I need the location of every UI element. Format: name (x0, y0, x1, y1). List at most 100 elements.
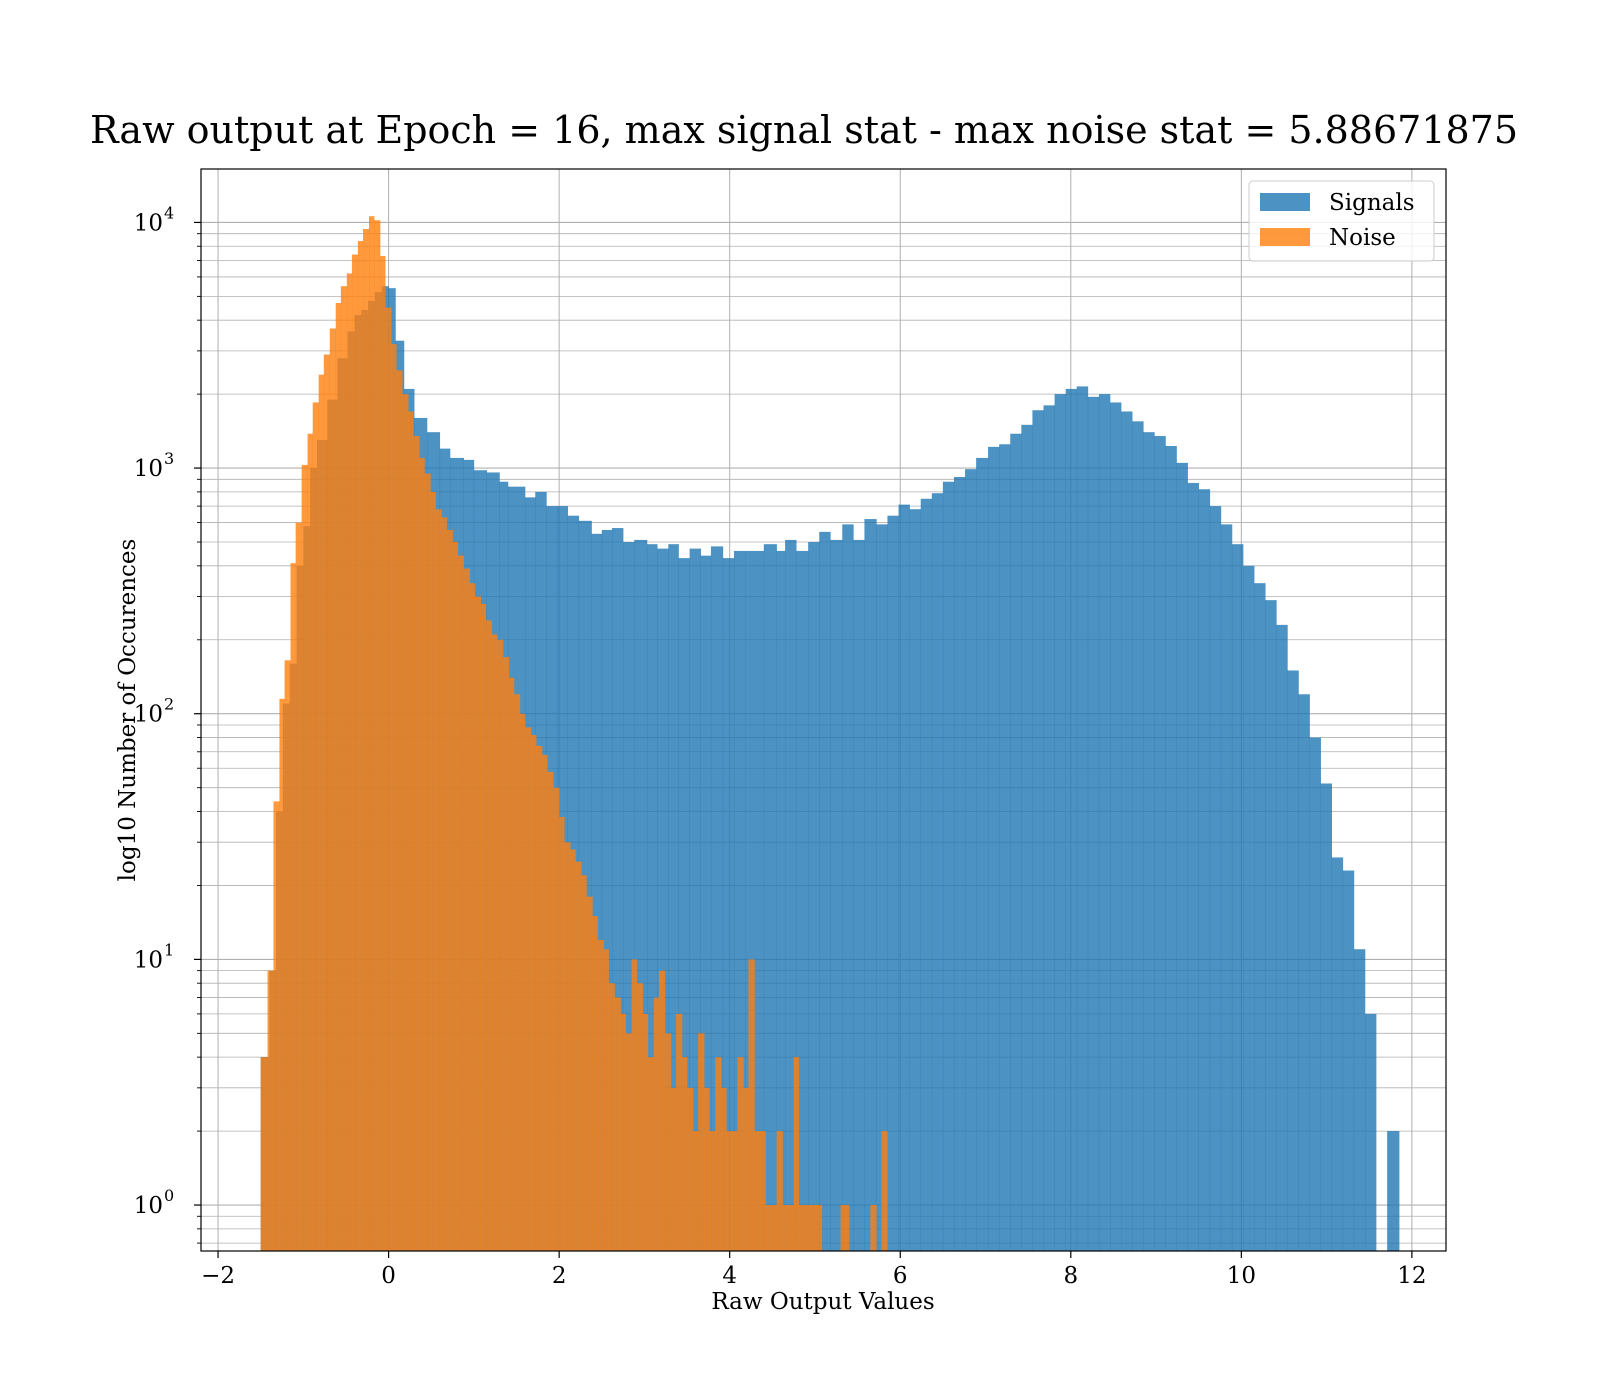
bar-noise (273, 801, 280, 1251)
bar-signals (1254, 583, 1266, 1251)
bar-noise (351, 254, 359, 1252)
bar-signals (1110, 402, 1122, 1252)
bar-noise (570, 849, 576, 1251)
bar-signals (1231, 544, 1244, 1251)
bar-noise (396, 370, 403, 1251)
bar-signals (842, 524, 854, 1251)
bar-noise (810, 1205, 817, 1251)
axes-frame (200, 168, 1447, 1252)
bar-noise (760, 1131, 766, 1251)
bar-noise (284, 660, 291, 1251)
bar-noise (765, 1205, 772, 1251)
bar-noise (592, 916, 598, 1251)
x-tick-label: 8 (1063, 1263, 1078, 1289)
bar-signals (689, 548, 702, 1251)
bar-noise (435, 509, 442, 1251)
bar-noise (559, 816, 565, 1251)
bar-signals (1021, 424, 1033, 1252)
bar-signals (1320, 783, 1333, 1251)
bar-noise (374, 220, 381, 1251)
bar-signals (999, 444, 1011, 1251)
x-tick-label: 0 (381, 1263, 396, 1289)
bar-signals (942, 481, 955, 1251)
bar-signals (1065, 388, 1078, 1251)
y-tick-label: 10 (134, 1193, 163, 1219)
bar-signals (668, 544, 679, 1251)
x-axis-ticks: −2 0 2 4 6 8 10 12 (201, 1251, 1427, 1289)
bar-signals (965, 469, 977, 1251)
bar-noise (804, 1205, 812, 1251)
bar-noise (323, 354, 331, 1251)
bar-noise (647, 1057, 655, 1251)
series-noise (260, 216, 888, 1252)
bar-signals (1132, 421, 1144, 1251)
bar-noise (620, 1013, 626, 1251)
bar-noise (782, 1205, 788, 1251)
bar-noise (513, 694, 521, 1251)
bar-noise (295, 522, 302, 1251)
bar-noise (446, 529, 453, 1251)
bar-noise (340, 286, 348, 1252)
bar-noise (771, 1205, 777, 1251)
bar-signals (1243, 565, 1255, 1251)
y-tick-exponent: 0 (164, 1186, 174, 1205)
bar-noise (698, 1033, 705, 1251)
bar-noise (380, 256, 386, 1251)
bar-signals (1298, 694, 1310, 1251)
x-tick-label: −2 (201, 1263, 235, 1289)
bar-noise (693, 1131, 699, 1251)
bar-noise (457, 555, 464, 1251)
bar-noise (536, 745, 543, 1251)
bar-noise (496, 639, 504, 1251)
legend-label-signals: Signals (1329, 190, 1415, 216)
x-tick-label: 4 (722, 1263, 737, 1289)
bar-signals (722, 558, 735, 1251)
y-tick-label: 10 (134, 456, 163, 482)
bar-signals (976, 457, 989, 1252)
bar-signals (1187, 482, 1200, 1252)
x-tick-label: 6 (893, 1263, 908, 1289)
y-tick-exponent: 3 (164, 449, 174, 468)
bar-noise (525, 727, 532, 1251)
x-tick-label: 2 (552, 1263, 567, 1289)
bar-noise (776, 1131, 783, 1251)
bar-noise (575, 861, 582, 1251)
bar-signals (1342, 870, 1355, 1251)
bar-noise (586, 896, 593, 1251)
bar-noise (709, 1131, 716, 1251)
bar-signals (953, 476, 966, 1251)
bar-noise (413, 436, 420, 1251)
bar-signals (1176, 462, 1188, 1251)
y-tick-label: 10 (134, 210, 163, 236)
bar-signals (601, 529, 613, 1251)
y-tick-exponent: 1 (164, 940, 174, 959)
bar-noise (385, 307, 392, 1251)
bar-noise (301, 464, 308, 1252)
bar-noise (491, 634, 498, 1251)
bar-signals (808, 542, 820, 1251)
histogram-bars (260, 216, 1400, 1252)
bar-signals (887, 515, 899, 1251)
bar-noise (346, 273, 353, 1252)
bar-signals (1331, 857, 1344, 1251)
bar-noise (681, 1057, 688, 1251)
bar-noise (452, 542, 458, 1251)
bar-noise (653, 997, 660, 1251)
bar-noise (715, 1057, 722, 1251)
bar-signals (700, 555, 712, 1251)
bar-signals (988, 446, 1000, 1251)
bar-noise (419, 457, 425, 1252)
bar-signals (1087, 396, 1100, 1251)
bar-signals (819, 531, 831, 1251)
bar-signals (1121, 411, 1133, 1252)
bar-noise (424, 473, 431, 1251)
bar-noise (391, 343, 397, 1251)
bar-noise (704, 1087, 710, 1251)
bar-noise (732, 1131, 738, 1251)
bar-noise (508, 677, 515, 1251)
bar-signals (763, 544, 777, 1251)
bar-signals (1353, 949, 1366, 1251)
